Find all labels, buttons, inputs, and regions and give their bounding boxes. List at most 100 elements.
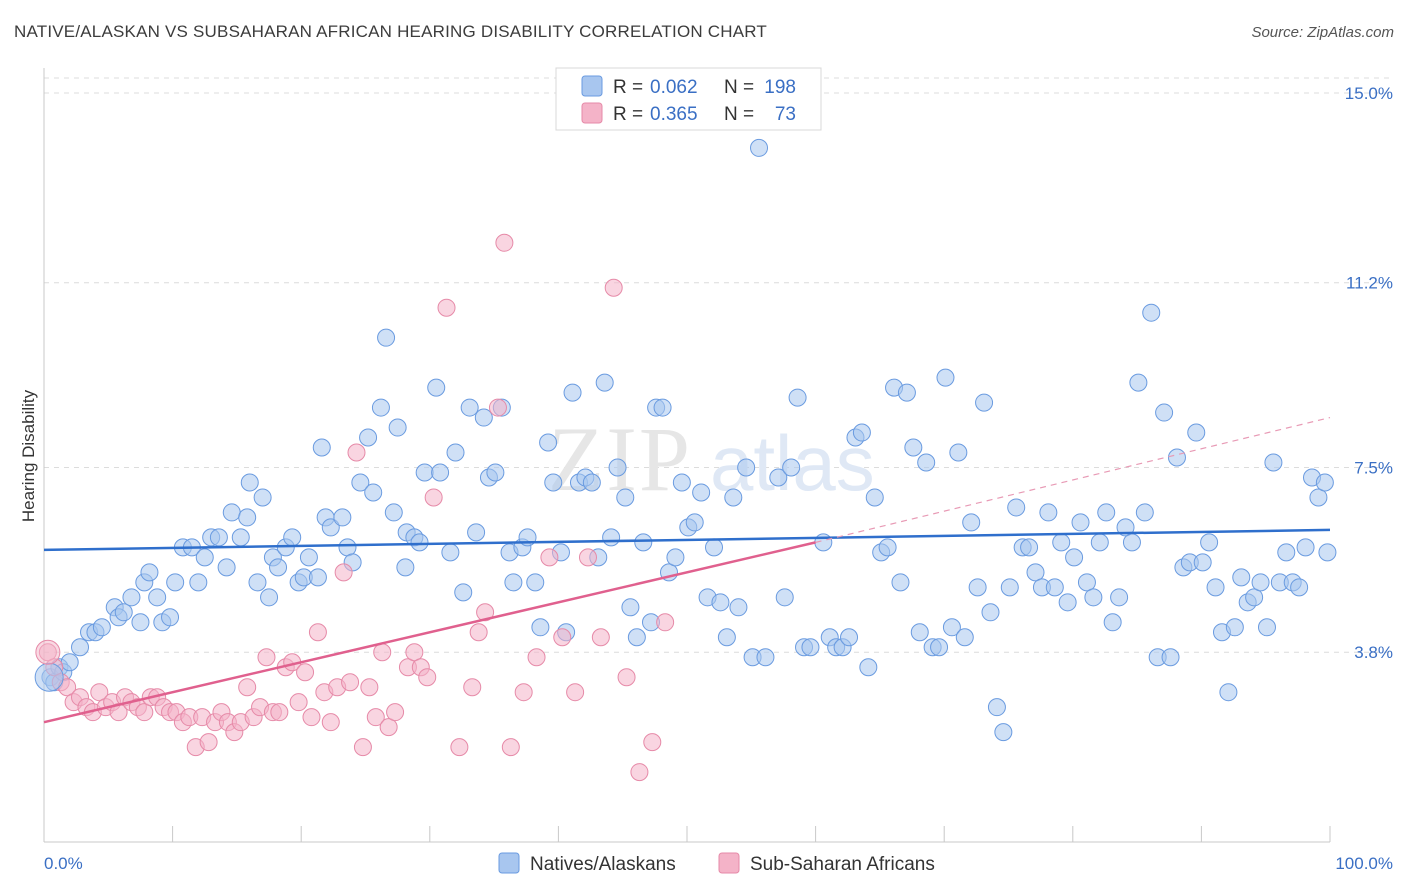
point-natives — [195, 548, 214, 567]
point-natives — [1318, 543, 1337, 562]
point-natives — [910, 623, 929, 642]
point-natives — [388, 418, 407, 437]
point-natives — [994, 723, 1013, 742]
point-natives — [878, 538, 897, 557]
y-tick-labels: 3.8% 7.5% 11.2% 15.0% — [1345, 84, 1393, 662]
y-tick-label: 11.2% — [1346, 274, 1393, 293]
point-subsaharan — [296, 663, 315, 682]
point-subsaharan — [476, 603, 495, 622]
point-subsaharan — [373, 643, 392, 662]
point-natives — [1296, 538, 1315, 557]
point-natives — [410, 533, 429, 552]
point-subsaharan — [591, 628, 610, 647]
point-natives — [526, 573, 545, 592]
series-swatch-natives — [498, 852, 520, 874]
point-subsaharan — [424, 488, 443, 507]
point-natives — [788, 388, 807, 407]
point-natives — [616, 488, 635, 507]
point-natives — [705, 538, 724, 557]
point-natives — [653, 398, 672, 417]
point-natives — [240, 473, 259, 492]
point-subsaharan — [257, 648, 276, 667]
point-natives — [248, 573, 267, 592]
point-natives — [563, 383, 582, 402]
series-label-natives: Natives/Alaskans — [530, 854, 676, 875]
point-natives — [595, 373, 614, 392]
point-natives — [1077, 573, 1096, 592]
legend-swatch-subsaharan — [581, 102, 603, 124]
point-natives — [608, 458, 627, 477]
point-natives — [917, 453, 936, 472]
point-subsaharan — [135, 703, 154, 722]
point-natives — [1045, 578, 1064, 597]
point-natives — [685, 513, 704, 532]
point-subsaharan — [501, 738, 520, 757]
point-subsaharan — [321, 713, 340, 732]
trend-line-subsaharan-extension — [815, 416, 1331, 543]
legend-r-value-2: 0.365 — [650, 104, 698, 125]
data-points — [34, 138, 1337, 782]
point-natives — [1315, 473, 1334, 492]
point-natives — [189, 573, 208, 592]
y-tick-label: 15.0% — [1345, 84, 1393, 103]
point-natives — [840, 628, 859, 647]
point-natives — [904, 438, 923, 457]
point-natives — [942, 618, 961, 637]
point-natives — [621, 598, 640, 617]
point-subsaharan — [347, 443, 366, 462]
point-natives — [377, 328, 396, 347]
point-natives — [504, 573, 523, 592]
point-natives — [936, 368, 955, 387]
point-natives — [852, 423, 871, 442]
point-natives — [782, 458, 801, 477]
point-subsaharan — [270, 703, 289, 722]
point-natives — [981, 603, 1000, 622]
point-subsaharan — [379, 718, 398, 737]
point-subsaharan — [553, 628, 572, 647]
point-natives — [333, 508, 352, 527]
point-natives — [1245, 588, 1264, 607]
series-swatch-subsaharan — [718, 852, 740, 874]
point-subsaharan — [405, 643, 424, 662]
point-subsaharan — [238, 678, 257, 697]
chart-title: NATIVE/ALASKAN VS SUBSAHARAN AFRICAN HEA… — [14, 22, 768, 41]
point-natives — [1277, 543, 1296, 562]
point-natives — [801, 638, 820, 657]
point-natives — [441, 543, 460, 562]
point-subsaharan — [527, 648, 546, 667]
point-natives — [321, 518, 340, 537]
series-label-subsaharan: Sub-Saharan Africans — [750, 854, 935, 875]
point-subsaharan — [617, 668, 636, 687]
point-natives — [148, 588, 167, 607]
legend-n-label-1: N = — [724, 77, 754, 98]
point-natives — [672, 473, 691, 492]
point-natives — [1065, 548, 1084, 567]
x-tick-max: 100.0% — [1335, 854, 1393, 873]
point-natives — [486, 463, 505, 482]
y-tick-label: 7.5% — [1354, 458, 1393, 477]
point-natives — [92, 618, 111, 637]
point-natives — [359, 428, 378, 447]
point-natives — [1200, 533, 1219, 552]
point-natives — [1071, 513, 1090, 532]
point-subsaharan — [418, 668, 437, 687]
point-natives — [231, 528, 250, 547]
point-natives — [1161, 648, 1180, 667]
watermark: ZIP atlas — [548, 408, 875, 510]
point-natives — [60, 653, 79, 672]
point-natives — [1167, 448, 1186, 467]
point-natives — [122, 588, 141, 607]
point-natives — [446, 443, 465, 462]
point-natives — [1122, 533, 1141, 552]
point-natives — [1206, 578, 1225, 597]
point-natives — [1084, 588, 1103, 607]
point-natives — [217, 558, 236, 577]
point-natives — [467, 523, 486, 542]
point-subsaharan — [199, 733, 218, 752]
point-natives — [1142, 303, 1161, 322]
point-natives — [1232, 568, 1251, 587]
point-natives — [692, 483, 711, 502]
point-natives — [531, 618, 550, 637]
point-subsaharan — [514, 683, 533, 702]
point-natives — [1007, 498, 1026, 517]
